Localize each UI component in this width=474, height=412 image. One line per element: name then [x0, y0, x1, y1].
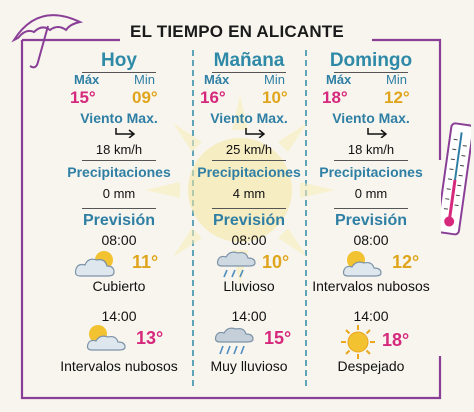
divider	[334, 72, 408, 73]
divider	[334, 208, 408, 209]
sun-background-icon	[145, 95, 335, 285]
day-column-hoy: Hoy Máx Min 15° 09° Viento Max. 18 km/h …	[44, 46, 194, 396]
max-label: Máx	[74, 72, 100, 87]
forecast-temp: 12°	[392, 252, 420, 272]
precip-label: Precipitaciones	[197, 164, 301, 180]
forecast-time: 08:00	[353, 232, 389, 248]
forecast-temp: 13°	[136, 328, 164, 348]
day-name: Hoy	[101, 50, 137, 71]
forecast-description: Cubierto	[92, 278, 146, 294]
cloud-sun-icon	[74, 251, 115, 277]
precip-label: Precipitaciones	[67, 164, 171, 180]
forecast-temp: 15°	[264, 328, 292, 348]
forecast-time: 08:00	[231, 232, 267, 248]
cloud-sun-icon	[342, 251, 382, 277]
min-label: Min	[134, 72, 155, 87]
divider	[212, 160, 286, 161]
forecast-description: Lluvioso	[223, 278, 275, 294]
min-temp: 12°	[384, 88, 410, 107]
min-label: Min	[386, 72, 407, 87]
divider	[212, 72, 286, 73]
day-name: Domingo	[329, 50, 413, 71]
precip-value: 0 mm	[354, 186, 388, 201]
cloud-sun-icon	[86, 325, 126, 351]
forecast-label: Previsión	[82, 212, 156, 229]
max-temp: 15°	[70, 88, 96, 107]
day-column-manana: Mañana Máx Min 16° 10° Viento Max. 25 km…	[174, 46, 324, 396]
precip-value: 0 mm	[102, 186, 136, 201]
divider	[82, 208, 156, 209]
max-label: Máx	[326, 72, 352, 87]
forecast-temp: 10°	[262, 252, 290, 272]
wind-value: 18 km/h	[95, 142, 143, 157]
divider	[334, 160, 408, 161]
wind-label: Viento Max.	[80, 110, 158, 126]
precip-value: 4 mm	[232, 186, 266, 201]
wind-arrow-icon	[367, 128, 388, 138]
forecast-temp: 18°	[382, 330, 410, 350]
forecast-label: Previsión	[212, 212, 286, 229]
divider	[212, 208, 286, 209]
rain-icon	[216, 251, 256, 278]
forecast-time: 14:00	[231, 308, 267, 324]
forecast-temp: 11°	[132, 252, 159, 272]
thermometer-icon	[441, 122, 471, 236]
wind-label: Viento Max.	[332, 110, 410, 126]
wind-arrow-icon	[115, 128, 136, 138]
max-temp: 16°	[200, 88, 226, 107]
min-label: Min	[264, 72, 285, 87]
wind-value: 25 km/h	[225, 142, 273, 157]
wind-value: 18 km/h	[347, 142, 395, 157]
divider	[82, 160, 156, 161]
rain-icon	[214, 327, 254, 355]
day-column-domingo: Domingo Máx Min 18° 12° Viento Max. 18 k…	[296, 46, 446, 396]
day-name: Mañana	[213, 50, 285, 71]
forecast-time: 14:00	[353, 308, 389, 324]
forecast-description: Intervalos nubosos	[312, 278, 430, 294]
wind-label: Viento Max.	[210, 110, 288, 126]
umbrella-icon	[11, 14, 84, 69]
page-title: EL TIEMPO EN ALICANTE	[130, 22, 344, 41]
forecast-description: Intervalos nubosos	[60, 358, 178, 374]
precip-label: Precipitaciones	[319, 164, 423, 180]
forecast-description: Muy lluvioso	[210, 358, 288, 374]
forecast-description: Despejado	[337, 358, 405, 374]
forecast-time: 14:00	[101, 308, 137, 324]
max-label: Máx	[204, 72, 230, 87]
max-temp: 18°	[322, 88, 348, 107]
forecast-time: 08:00	[101, 232, 137, 248]
forecast-label: Previsión	[334, 212, 408, 229]
sun-icon	[341, 325, 375, 359]
wind-arrow-icon	[245, 128, 266, 138]
min-temp: 09°	[132, 88, 158, 107]
min-temp: 10°	[262, 88, 288, 107]
divider	[82, 72, 156, 73]
